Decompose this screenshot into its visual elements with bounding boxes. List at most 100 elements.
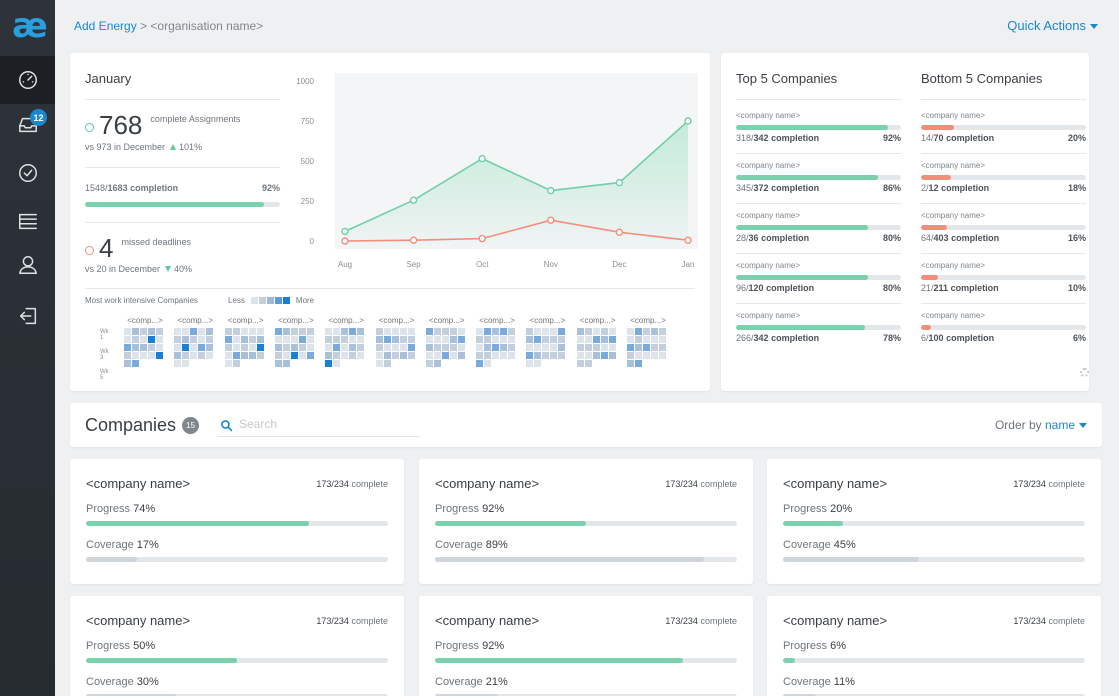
data-point[interactable] (684, 236, 692, 244)
heatmap-cell (407, 336, 415, 343)
coverage-bar (86, 557, 388, 562)
heatmap-company-column[interactable]: <comp...> (374, 316, 420, 367)
heatmap-company-column[interactable]: <comp...> (122, 316, 168, 367)
heatmap-cell (433, 344, 441, 351)
order-by-select[interactable]: name (1045, 418, 1087, 432)
ranking-item[interactable]: <company name> 14/70 completion 20% (921, 111, 1086, 143)
ranking-item[interactable]: <company name> 64/403 completion 16% (921, 211, 1086, 243)
heatmap-company-column[interactable]: <comp...> (424, 316, 470, 367)
assignments-value: 768 (99, 110, 143, 140)
company-name: <company name> (736, 111, 801, 120)
app-logo[interactable]: æ (12, 6, 48, 46)
heatmap-title: Most work intensive Companies (85, 296, 198, 305)
heatmap-cell (274, 328, 282, 335)
data-point[interactable] (478, 154, 486, 163)
heatmap-cell (224, 360, 232, 367)
heatmap-cell (441, 352, 449, 359)
heatmap-company-column[interactable]: <comp...> (172, 316, 218, 367)
coverage-label: Coverage 11% (783, 676, 855, 688)
ranking-item[interactable]: <company name> 318/342 completion 92% (736, 111, 901, 143)
heatmap-cell (140, 344, 147, 351)
heatmap-cell (534, 328, 542, 335)
data-point[interactable] (409, 236, 418, 244)
heatmap-company-name: <comp...> (177, 316, 214, 325)
divider (85, 167, 280, 168)
company-card[interactable]: <company name> 173/234 complete Progress 7… (70, 459, 404, 584)
search-input[interactable] (239, 417, 409, 431)
divider (921, 99, 1086, 100)
heatmap-cell (140, 336, 147, 343)
data-point[interactable] (547, 216, 555, 224)
breadcrumb-root[interactable]: Add Energy (74, 19, 137, 33)
y-tick-label: 250 (301, 197, 315, 206)
legend-swatch (282, 297, 290, 304)
data-point[interactable] (547, 186, 555, 195)
chevron-down-icon (1090, 24, 1098, 30)
nav-inbox[interactable]: 12 (0, 101, 55, 149)
heatmap-cell (357, 344, 365, 351)
nav-dashboard[interactable] (0, 56, 55, 104)
divider (921, 203, 1086, 204)
heatmap-company-column[interactable]: <comp...> (575, 316, 621, 367)
data-point[interactable] (615, 178, 624, 187)
search-box (218, 413, 420, 437)
heatmap-cell (357, 328, 365, 335)
heatmap-company-column[interactable]: <comp...> (323, 316, 369, 367)
heatmap-cell (282, 344, 290, 351)
heatmap-cell (600, 344, 608, 351)
completion-bar (921, 125, 1086, 130)
heatmap-company-column[interactable]: <comp...> (524, 316, 570, 367)
company-card[interactable]: <company name> 173/234 complete Progress 6… (767, 596, 1101, 696)
company-card[interactable]: <company name> 173/234 complete Progress 2… (767, 459, 1101, 584)
nav-profile[interactable] (0, 241, 55, 289)
ranking-item[interactable]: <company name> 96/120 completion 80% (736, 261, 901, 293)
data-point[interactable] (684, 117, 692, 125)
nav-logout[interactable] (0, 292, 55, 340)
heatmap-cell (659, 336, 666, 343)
divider (736, 253, 901, 254)
heatmap-cell (600, 352, 608, 359)
ranking-item[interactable]: <company name> 21/211 completion 10% (921, 261, 1086, 293)
data-point[interactable] (341, 237, 349, 245)
divider (921, 303, 1086, 304)
data-point[interactable] (341, 227, 349, 236)
nav-lists[interactable] (0, 197, 55, 245)
heatmap-company-column[interactable]: <comp...> (474, 316, 520, 367)
heatmap-cell (298, 328, 306, 335)
x-tick-label: Dec (612, 260, 626, 269)
heatmap-cell (224, 352, 232, 359)
ranking-item[interactable]: <company name> 6/100 completion 6% (921, 311, 1086, 343)
data-point[interactable] (478, 234, 486, 243)
heatmap-cell (576, 344, 584, 351)
heatmap-cell (508, 352, 516, 359)
heatmap-cell (526, 360, 534, 367)
ranking-item[interactable]: <company name> 266/342 completion 78% (736, 311, 901, 343)
completion-bar (921, 175, 1086, 180)
heatmap-company-column[interactable]: <comp...> (273, 316, 319, 367)
company-card[interactable]: <company name> 173/234 complete Progress 9… (419, 596, 753, 696)
heatmap-cell (282, 352, 290, 359)
ranking-item[interactable]: <company name> 2/12 completion 18% (921, 161, 1086, 193)
heatmap-cell (333, 352, 341, 359)
heatmap-company-column[interactable]: <comp...> (223, 316, 269, 367)
completion-bar-fill (85, 202, 265, 207)
heatmap-cell (576, 352, 584, 359)
nav-tasks[interactable] (0, 149, 55, 197)
legend-more: More (295, 296, 315, 305)
company-card[interactable]: <company name> 173/234 complete Progress 5… (70, 596, 404, 696)
company-name: <company name> (86, 613, 191, 628)
data-point[interactable] (409, 196, 418, 204)
quick-actions-button[interactable]: Quick Actions (1007, 18, 1098, 33)
coverage-bar (783, 694, 1085, 696)
data-point[interactable] (615, 228, 624, 236)
ranking-item[interactable]: <company name> 28/36 completion 80% (736, 211, 901, 243)
company-card[interactable]: <company name> 173/234 complete Progress 9… (419, 459, 753, 584)
heatmap-cell (148, 344, 155, 351)
heatmap-cell (584, 336, 592, 343)
heatmap-cell (608, 352, 616, 359)
gear-icon[interactable] (1080, 368, 1089, 377)
companies-count: 15 (182, 417, 199, 434)
heatmap-company-column[interactable]: <comp...> (625, 316, 671, 367)
ranking-item[interactable]: <company name> 345/372 completion 86% (736, 161, 901, 193)
heatmap-cell (500, 336, 508, 343)
